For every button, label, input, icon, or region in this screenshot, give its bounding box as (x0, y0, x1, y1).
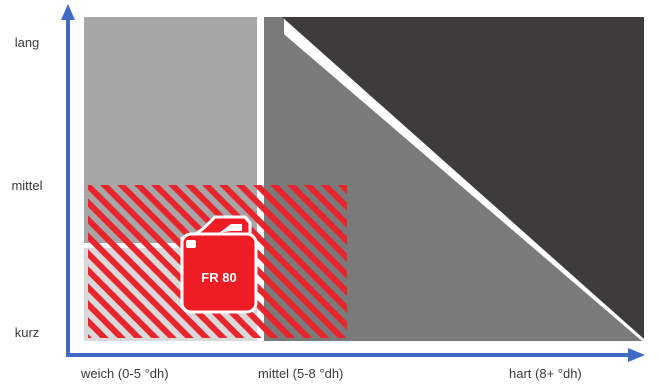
zone-hard (282, 17, 644, 339)
canister-icon (180, 215, 258, 314)
y-axis (61, 4, 75, 357)
x-label-soft: weich (0-5 °dh) (81, 366, 169, 381)
x-label-hard: hart (8+ °dh) (509, 366, 582, 381)
product-label: FR 80 (201, 270, 236, 285)
y-label-short: kurz (14, 325, 40, 340)
x-axis (66, 348, 645, 362)
x-label-medium: mittel (5-8 °dh) (258, 366, 344, 381)
y-label-long: lang (14, 35, 40, 50)
y-label-medium: mittel (11, 178, 43, 193)
zone-medium-triangle (264, 17, 642, 341)
